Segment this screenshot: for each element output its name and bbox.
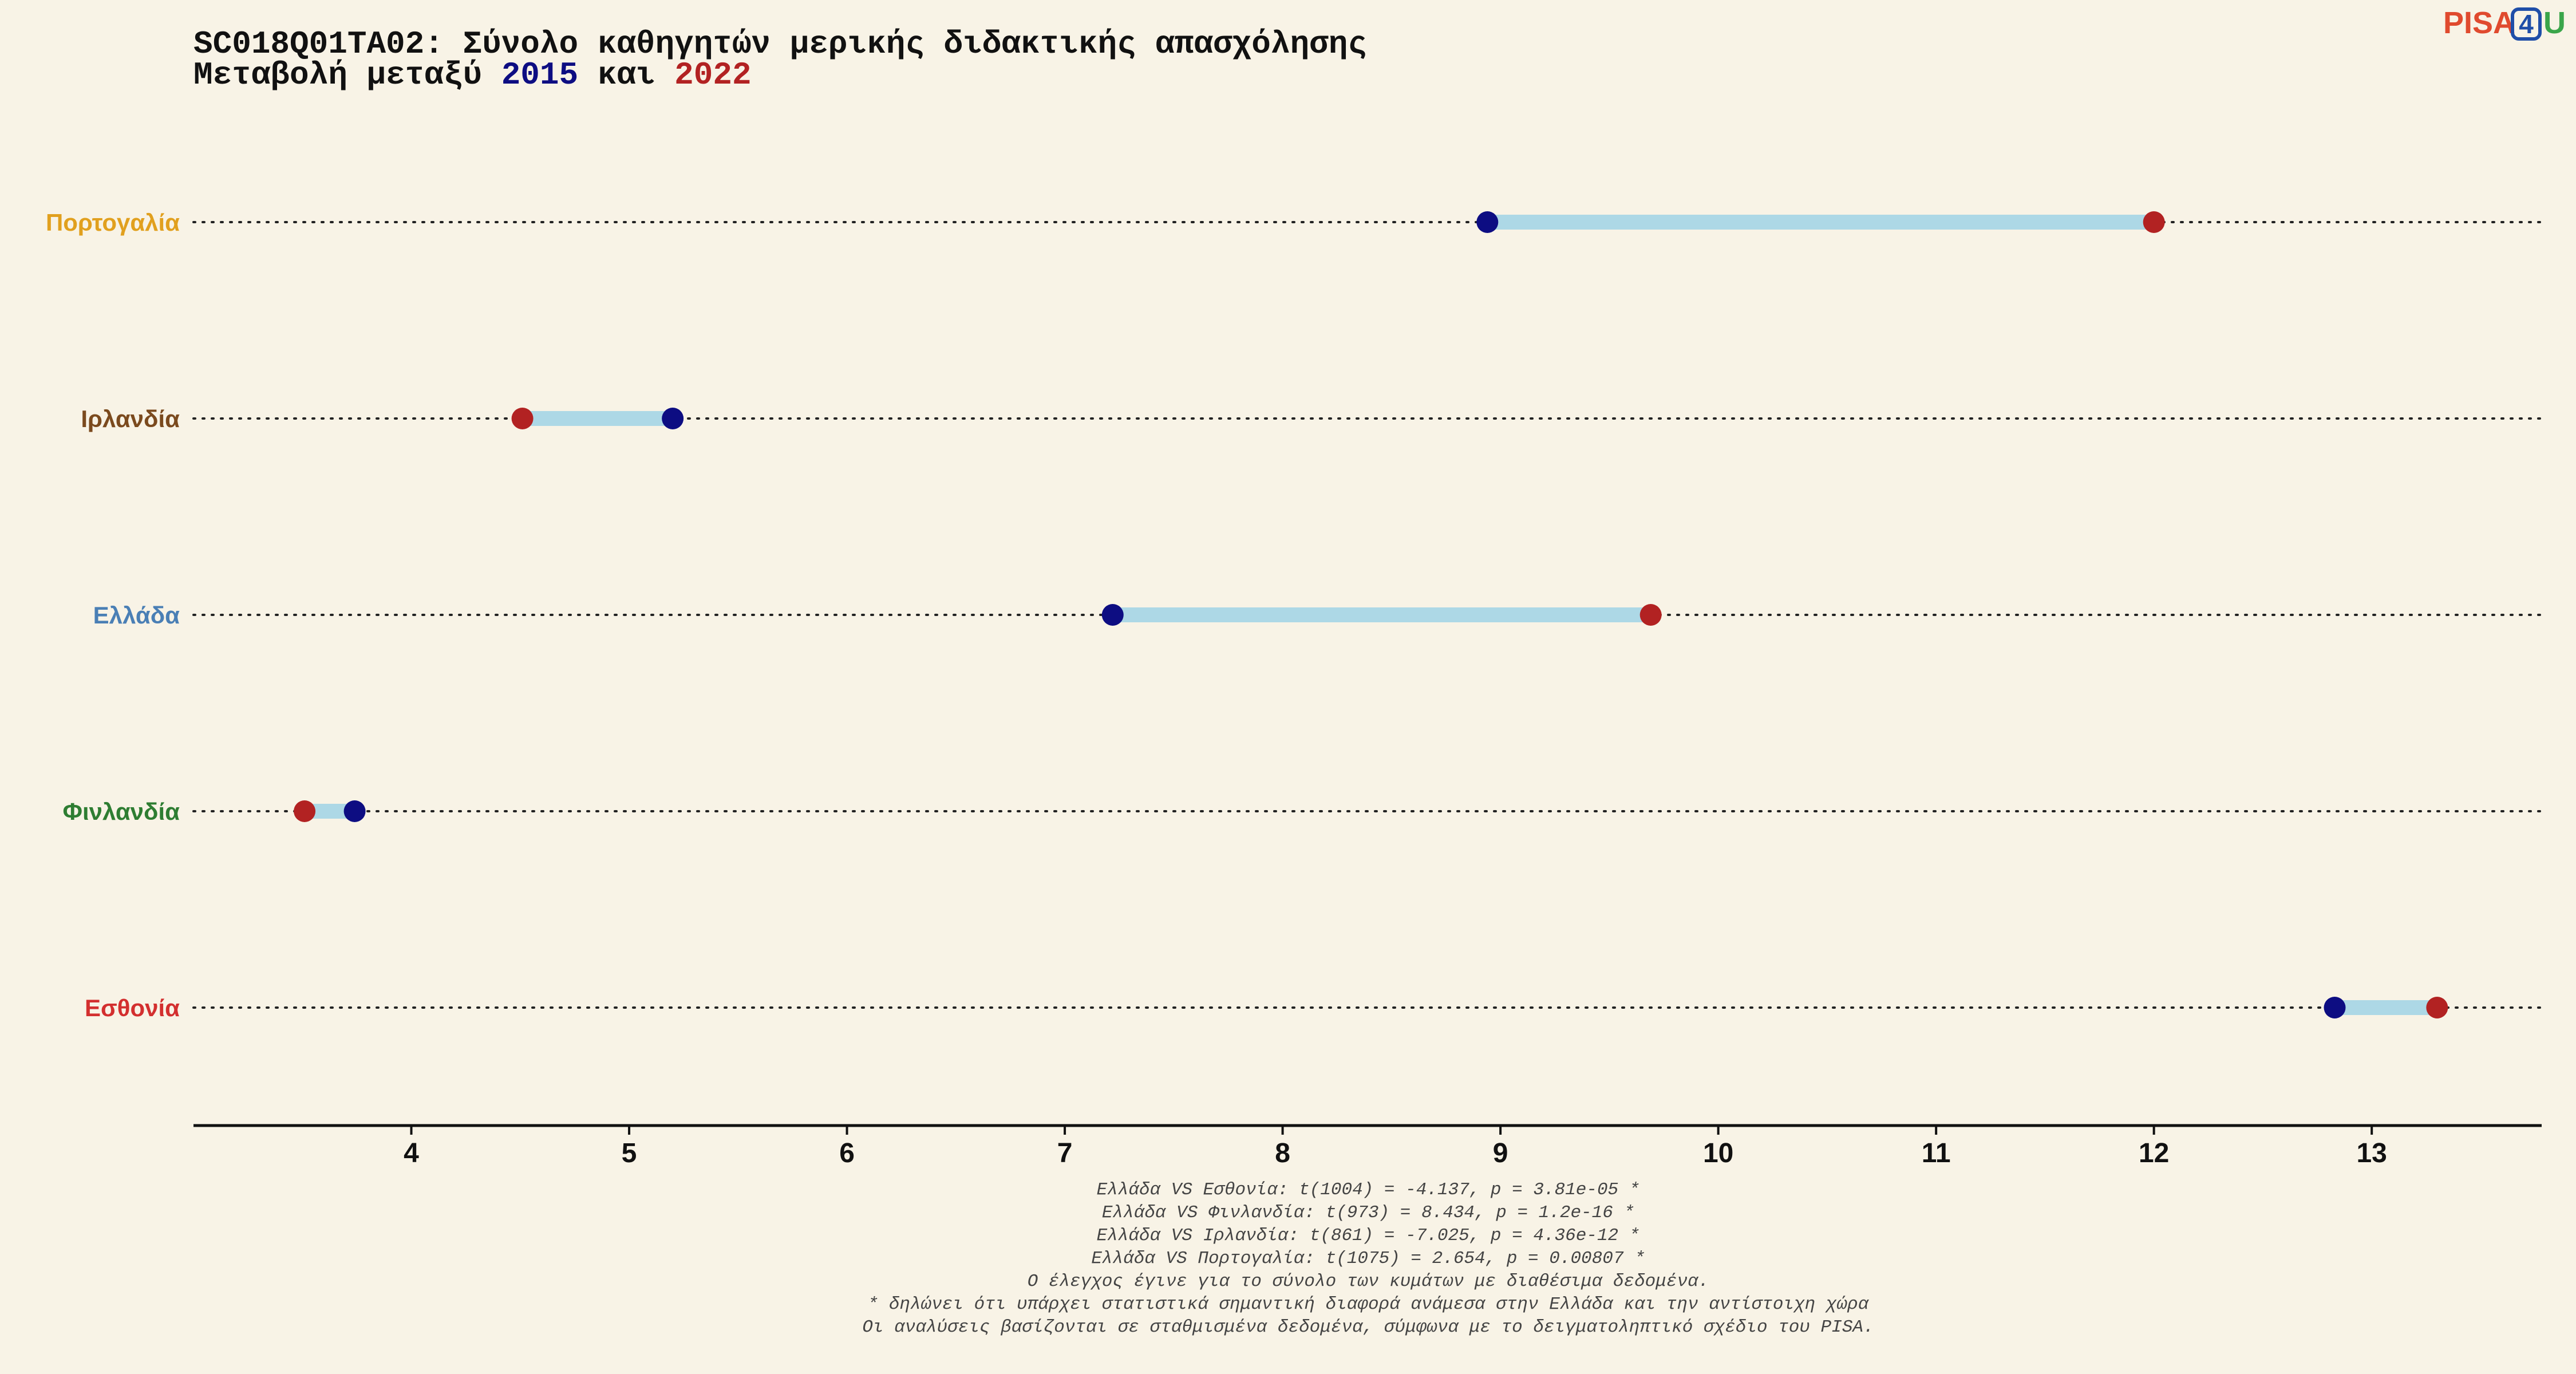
x-tick-label: 5 [622, 1138, 637, 1168]
note-line: Ελλάδα VS Φινλανδία: t(973) = 8.434, p =… [1102, 1203, 1634, 1223]
note-line: Ελλάδα VS Εσθονία: t(1004) = -4.137, p =… [1097, 1180, 1640, 1200]
point-2015 [2324, 997, 2346, 1018]
point-2022 [511, 408, 534, 429]
x-tick-label: 10 [1703, 1138, 1733, 1168]
point-2022 [2426, 997, 2448, 1018]
point-2022 [294, 800, 316, 822]
x-tick-label: 4 [404, 1138, 419, 1168]
chart-title: SC018Q01TA02: Σύνολο καθηγητών μερικής δ… [193, 26, 1367, 62]
note-line: Ο έλεγχος έγινε για το σύνολο των κυμάτω… [1028, 1272, 1709, 1292]
x-tick-label: 7 [1057, 1138, 1073, 1168]
x-tick-label: 6 [839, 1138, 855, 1168]
chart-row: Ιρλανδία [81, 405, 2543, 432]
chart-row: Εσθονία [85, 994, 2543, 1021]
point-2015 [1476, 211, 1499, 233]
country-label: Φινλανδία [63, 798, 180, 825]
logo-u-text: U [2543, 6, 2566, 40]
x-tick-label: 8 [1275, 1138, 1290, 1168]
country-label: Εσθονία [85, 994, 180, 1021]
chart-row: Πορτογαλία [46, 209, 2543, 236]
x-tick-label: 11 [1922, 1138, 1951, 1168]
point-2022 [1639, 604, 1662, 626]
note-line: Ελλάδα VS Πορτογαλία: t(1075) = 2.654, p… [1091, 1249, 1645, 1269]
note-line: * δηλώνει ότι υπάρχει στατιστικά σημαντι… [868, 1294, 1870, 1314]
point-2015 [343, 800, 366, 822]
footnotes: Ελλάδα VS Εσθονία: t(1004) = -4.137, p =… [862, 1180, 1874, 1337]
country-label: Πορτογαλία [46, 209, 180, 236]
chart-row: Φινλανδία [63, 798, 2543, 825]
point-2015 [1101, 604, 1124, 626]
point-2015 [662, 408, 684, 429]
chart-row: Ελλάδα [93, 602, 2543, 629]
x-axis-ticks: 4 5 6 7 8 9 10 11 12 13 [404, 1126, 2387, 1168]
subtitle-middle: και [598, 57, 655, 93]
x-tick-label: 9 [1493, 1138, 1508, 1168]
country-label: Ελλάδα [93, 602, 180, 629]
point-2022 [2143, 211, 2165, 233]
note-line: Οι αναλύσεις βασίζονται σε σταθμισμένα δ… [862, 1317, 1874, 1337]
plot-area: Πορτογαλία Ιρλανδία Ελλάδα Φινλανδία Εσθονία [46, 209, 2543, 1021]
logo-four-text: 4 [2519, 9, 2534, 39]
subtitle-year-start: 2015 [501, 57, 578, 93]
logo-pisa-text: PISA [2443, 6, 2515, 40]
logo-box [2511, 7, 2542, 41]
subtitle-prefix: Μεταβολή μεταξύ [193, 57, 482, 93]
country-label: Ιρλανδία [81, 405, 180, 432]
chart-subtitle: Μεταβολή μεταξύ 2015 και 2022 [193, 57, 752, 93]
pisa4u-logo: PISA 4 U [2443, 6, 2566, 41]
subtitle-year-end: 2022 [674, 57, 751, 93]
note-line: Ελλάδα VS Ιρλανδία: t(861) = -7.025, p =… [1097, 1226, 1640, 1246]
x-tick-label: 13 [2356, 1138, 2387, 1168]
x-tick-label: 12 [2139, 1138, 2169, 1168]
